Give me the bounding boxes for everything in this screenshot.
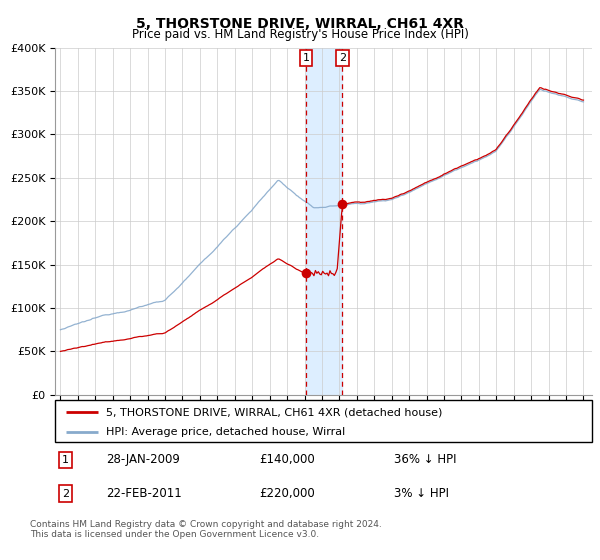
Text: 5, THORSTONE DRIVE, WIRRAL, CH61 4XR: 5, THORSTONE DRIVE, WIRRAL, CH61 4XR	[136, 17, 464, 31]
Text: Price paid vs. HM Land Registry's House Price Index (HPI): Price paid vs. HM Land Registry's House …	[131, 28, 469, 41]
Bar	[306, 48, 343, 395]
Text: HPI: Average price, detached house, Wirral: HPI: Average price, detached house, Wirr…	[106, 427, 346, 437]
Text: 5, THORSTONE DRIVE, WIRRAL, CH61 4XR (detached house): 5, THORSTONE DRIVE, WIRRAL, CH61 4XR (de…	[106, 407, 443, 417]
Text: 1: 1	[302, 53, 310, 63]
Text: 2: 2	[339, 53, 346, 63]
Text: Contains HM Land Registry data © Crown copyright and database right 2024.
This d: Contains HM Land Registry data © Crown c…	[30, 520, 382, 539]
Text: 36% ↓ HPI: 36% ↓ HPI	[394, 454, 456, 466]
Text: 2: 2	[62, 488, 69, 498]
Text: 28-JAN-2009: 28-JAN-2009	[106, 454, 180, 466]
Text: £220,000: £220,000	[259, 487, 315, 500]
FancyBboxPatch shape	[55, 400, 592, 442]
Text: 1: 1	[62, 455, 68, 465]
Text: 22-FEB-2011: 22-FEB-2011	[106, 487, 182, 500]
Text: £140,000: £140,000	[259, 454, 315, 466]
Text: 3% ↓ HPI: 3% ↓ HPI	[394, 487, 449, 500]
